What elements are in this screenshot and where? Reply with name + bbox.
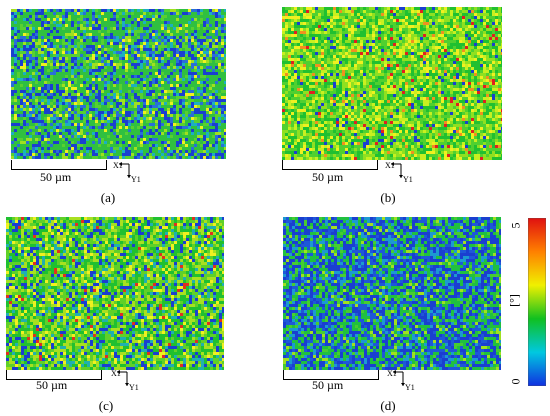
axis-x-label-d: X1 <box>387 369 397 378</box>
colorbar-unit-label: [°] <box>506 294 521 307</box>
scale-label-a: 50 µm <box>40 170 72 184</box>
axis-y-label-c: Y1 <box>129 383 139 392</box>
axis-x-label-c: X1 <box>111 369 121 378</box>
orientation-map-d <box>283 217 501 370</box>
axis-y-label-d: Y1 <box>405 383 415 392</box>
scale-label-c: 50 µm <box>36 378 68 392</box>
colorbar-min-label: 0 <box>508 378 523 385</box>
caption-a: (a) <box>100 190 116 205</box>
caption-d: (d) <box>380 398 396 413</box>
orientation-map-b <box>282 7 502 160</box>
orientation-map-c <box>6 217 224 370</box>
caption-c: (c) <box>98 398 114 413</box>
scale-bar-c <box>6 370 102 380</box>
axis-x-label-a: X1 <box>113 161 123 170</box>
axes-icon-d: X1 Y1 <box>387 369 415 392</box>
scale-bar-b <box>282 160 378 170</box>
colorbar-gradient <box>528 218 546 386</box>
axes-icon-c: X1 Y1 <box>111 369 139 392</box>
scale-bar-d <box>283 370 379 380</box>
scale-bar-a <box>11 160 107 170</box>
scale-label-d: 50 µm <box>312 378 344 392</box>
axis-y-label-a: Y1 <box>131 175 141 184</box>
orientation-map-a <box>11 9 226 159</box>
axis-x-label-b: X1 <box>385 161 395 170</box>
colorbar-max-label: 5 <box>508 222 523 229</box>
scale-label-b: 50 µm <box>312 170 344 184</box>
caption-b: (b) <box>380 190 396 205</box>
axes-icon-a: X1 Y1 <box>113 161 141 184</box>
axis-y-label-b: Y1 <box>403 175 413 184</box>
axes-icon-b: X1 Y1 <box>385 161 413 184</box>
